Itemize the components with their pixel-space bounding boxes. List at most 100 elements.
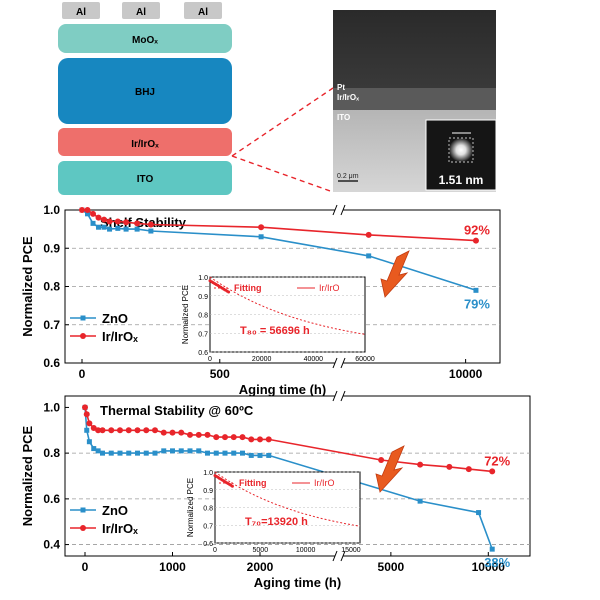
x-tick-label: 1000 (159, 560, 186, 574)
device-stack: Al Al Al MoOₓ BHJ Ir/IrOₓ ITO (58, 2, 334, 195)
x-tick-label: 5000 (378, 560, 405, 574)
bhj-layer (58, 58, 232, 124)
data-point-zno (476, 510, 482, 516)
data-point-zno (196, 448, 202, 454)
ito-layer-label: ITO (137, 174, 154, 185)
x-tick-label: 10000 (449, 367, 483, 381)
tem-scale-label: 0.2 μm (337, 173, 359, 180)
data-point-irirox (446, 463, 453, 470)
data-point-irirox (134, 220, 141, 227)
data-point-zno (90, 220, 96, 226)
data-point-zno (84, 427, 90, 433)
y-axis-label: Normalized PCE (20, 236, 35, 337)
y-tick-label: 1.0 (43, 203, 60, 217)
data-point-irirox (106, 218, 113, 225)
data-point-zno (266, 452, 272, 458)
tem-pt-label: Pt (337, 83, 345, 92)
data-point-zno (107, 226, 113, 232)
x-tick-label: 0 (82, 560, 89, 574)
data-point-irirox (99, 427, 106, 434)
data-point-irirox (108, 427, 115, 434)
data-point-irirox (84, 207, 91, 213)
axis-break-mask-bottom (335, 357, 343, 369)
data-point-zno (101, 224, 107, 230)
callout-arrow (375, 445, 405, 493)
al-electrode-2 (122, 2, 160, 19)
data-point-zno (91, 446, 97, 452)
tem-inset-box (448, 137, 474, 163)
callout-arrow (380, 250, 410, 298)
irirox-layer-label: Ir/IrOₓ (131, 139, 159, 150)
end-label-irirox: 72% (484, 453, 510, 468)
axis-break-mark (340, 204, 346, 216)
data-point-zno (100, 450, 105, 456)
chart-title: Shelf Stability (100, 215, 187, 230)
shelf-stability-chart: 0.6 0.7 0.8 0.9 1.0 0 500 10000 Aging time (h) No… (20, 203, 501, 397)
data-point-irirox (114, 218, 121, 225)
data-point-irirox (230, 434, 237, 441)
irirox-layer (58, 128, 232, 156)
inset-y-tick-label: 1.0 (198, 275, 208, 282)
inset-x-tick-label: 60000 (355, 356, 375, 363)
legend-marker-irirox (80, 333, 86, 339)
inset-fitting-curve (214, 471, 361, 527)
data-point-irirox (169, 429, 176, 436)
inset-y-tick-label: 0.7 (203, 523, 213, 530)
data-point-irirox (239, 434, 246, 441)
data-point-zno (123, 226, 129, 232)
data-point-zno (240, 450, 245, 456)
data-point-zno (213, 450, 219, 456)
axis-break-mark (340, 390, 346, 402)
data-point-zno (152, 450, 158, 456)
inset-x-tick-label: 40000 (304, 356, 324, 363)
data-point-zno (86, 439, 92, 445)
inset-y-tick-label: 0.6 (203, 541, 213, 548)
inset-y-tick-label: 0.9 (203, 488, 213, 495)
inset-legend-series: Ir/IrO (319, 283, 340, 293)
data-point-irirox (365, 231, 372, 238)
data-point-zno (148, 228, 154, 234)
y-tick-label: 0.8 (43, 446, 60, 460)
data-point-irirox (213, 434, 220, 441)
inset-y-axis-label: Normalized PCE (186, 478, 195, 537)
inset-x-tick-label: 5000 (253, 547, 269, 554)
inset-legend-fitting: Fitting (234, 283, 262, 293)
data-point-irirox (378, 457, 385, 463)
data-point-zno (143, 450, 149, 456)
data-point-irirox (117, 427, 123, 434)
y-tick-label: 0.9 (43, 241, 60, 255)
axis-break-mask-bottom (335, 550, 343, 562)
x-axis-label: Aging time (h) (254, 575, 341, 590)
axis-break-mark (332, 550, 338, 562)
zoom-line-bottom (231, 155, 334, 193)
data-point-zno (108, 450, 114, 456)
inset-y-axis-label: Normalized PCE (181, 285, 190, 344)
x-tick-label: 500 (210, 367, 230, 381)
data-point-zno (473, 287, 479, 293)
data-point-irirox (147, 221, 154, 228)
data-point-irirox (248, 436, 255, 443)
plot-frame (64, 395, 531, 557)
bhj-label: BHJ (135, 87, 155, 98)
data-point-irirox (152, 427, 158, 434)
inset-x-tick-label: 10000 (296, 547, 316, 554)
ito-layer (58, 161, 232, 195)
zoom-line-top (231, 87, 334, 157)
tem-inset-size-label: 1.51 nm (439, 173, 484, 187)
data-point-irirox (125, 427, 132, 434)
data-point-irirox (95, 214, 102, 221)
axis-break-mark (332, 204, 338, 216)
data-point-zno (205, 450, 210, 456)
data-point-zno (257, 452, 263, 458)
x-tick-label: 0 (79, 367, 86, 381)
data-point-zno (178, 448, 184, 454)
data-point-irirox (257, 436, 263, 443)
legend-marker-zno (80, 315, 86, 321)
data-point-zno (366, 253, 372, 259)
inset-y-tick-label: 0.6 (198, 350, 208, 357)
inset-y-tick-label: 0.9 (198, 294, 208, 301)
data-point-irirox (222, 434, 228, 441)
x-tick-label: 10000 (472, 560, 506, 574)
data-point-zno (248, 452, 254, 458)
data-point-irirox (472, 237, 479, 244)
